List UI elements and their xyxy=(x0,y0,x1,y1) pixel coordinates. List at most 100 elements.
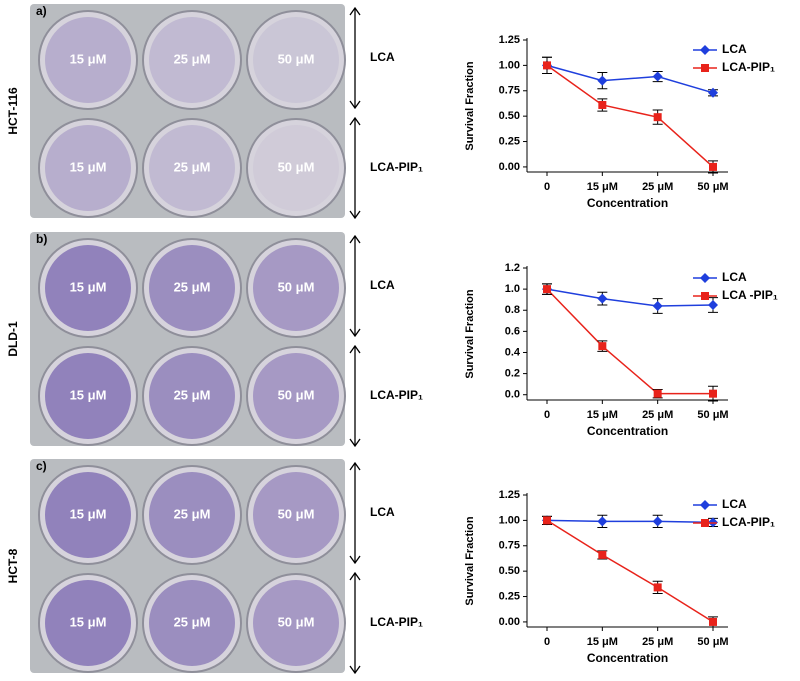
point xyxy=(708,299,718,310)
legend-marker xyxy=(700,273,710,283)
x-tick-label: 0 xyxy=(544,409,550,421)
y-tick-label: 1.25 xyxy=(499,489,520,501)
well-label: 50 μM xyxy=(278,51,315,66)
row-label: LCA xyxy=(370,505,395,519)
stain xyxy=(45,472,131,558)
point xyxy=(598,550,607,559)
x-axis-label: Concentration xyxy=(587,651,668,665)
point xyxy=(543,516,551,525)
well-label: 25 μM xyxy=(174,506,211,521)
y-tick-label: 0.25 xyxy=(499,590,520,602)
stain xyxy=(253,353,339,439)
well-label: 25 μM xyxy=(174,159,211,174)
well xyxy=(142,346,242,446)
y-tick-label: 1.0 xyxy=(505,283,520,295)
y-tick-label: 0.50 xyxy=(499,565,520,577)
well xyxy=(246,238,346,338)
legend-marker xyxy=(701,519,709,527)
stain xyxy=(253,472,339,558)
well xyxy=(142,118,242,218)
x-tick-label: 50 μM xyxy=(697,181,728,193)
cell-line: HCT-8 xyxy=(6,548,20,583)
arrow-head xyxy=(349,116,361,220)
stain xyxy=(149,125,235,211)
stain xyxy=(253,125,339,211)
point xyxy=(543,285,551,294)
stain xyxy=(149,17,235,103)
line xyxy=(546,519,714,524)
well xyxy=(142,10,242,110)
legend-label: LCA -PIP₁ xyxy=(722,288,778,302)
y-tick-label: 0.0 xyxy=(505,389,520,401)
stain xyxy=(149,245,235,331)
well xyxy=(246,346,346,446)
point xyxy=(598,342,607,351)
well-label: 50 μM xyxy=(278,387,315,402)
y-tick-label: 0.75 xyxy=(499,540,520,552)
line xyxy=(546,64,714,168)
well-label: 25 μM xyxy=(174,51,211,66)
y-axis-label: Survival Fraction xyxy=(464,289,476,379)
point xyxy=(652,301,663,312)
stain xyxy=(149,472,235,558)
well-label: 15 μM xyxy=(70,159,107,174)
well xyxy=(246,10,346,110)
well xyxy=(142,573,242,673)
x-tick-label: 15 μM xyxy=(587,636,618,648)
point xyxy=(653,583,662,592)
legend-marker xyxy=(700,500,710,510)
point xyxy=(652,71,663,82)
well-label: 15 μM xyxy=(70,51,107,66)
stain xyxy=(45,125,131,211)
legend-marker xyxy=(700,45,710,55)
well-label: 25 μM xyxy=(174,387,211,402)
x-tick-label: 50 μM xyxy=(697,636,728,648)
arrow-head xyxy=(349,571,361,675)
y-tick-label: 1.00 xyxy=(499,59,520,71)
well xyxy=(246,573,346,673)
legend-marker xyxy=(701,64,709,72)
y-tick-label: 1.00 xyxy=(499,514,520,526)
point xyxy=(708,87,718,98)
row-label: LCA-PIP₁ xyxy=(370,615,423,629)
y-tick-label: 1.2 xyxy=(505,262,520,274)
well-label: 50 μM xyxy=(278,506,315,521)
y-tick-label: 0.75 xyxy=(499,85,520,97)
point xyxy=(598,100,607,109)
panel-letter: a) xyxy=(36,4,47,18)
stain xyxy=(149,580,235,666)
y-tick-label: 0.4 xyxy=(505,346,521,358)
stain xyxy=(149,353,235,439)
cell-line: DLD-1 xyxy=(6,321,20,357)
panel-letter: c) xyxy=(36,459,47,473)
x-tick-label: 25 μM xyxy=(642,409,673,421)
point xyxy=(597,75,608,86)
y-tick-label: 0.8 xyxy=(505,304,520,316)
y-tick-label: 1.25 xyxy=(499,34,520,46)
y-tick-label: 0.00 xyxy=(499,616,520,628)
well xyxy=(142,465,242,565)
line xyxy=(546,288,713,395)
stain xyxy=(253,245,339,331)
line xyxy=(546,519,714,623)
arrow-head xyxy=(349,6,361,110)
y-axis-label: Survival Fraction xyxy=(464,516,476,606)
x-tick-label: 50 μM xyxy=(697,409,728,421)
legend-label: LCA-PIP₁ xyxy=(722,60,775,74)
stain xyxy=(45,580,131,666)
point xyxy=(597,293,608,304)
line xyxy=(546,64,714,94)
x-tick-label: 0 xyxy=(544,636,550,648)
x-tick-label: 25 μM xyxy=(642,636,673,648)
well-label: 50 μM xyxy=(278,614,315,629)
well xyxy=(246,118,346,218)
arrow-head xyxy=(349,461,361,565)
legend-label: LCA-PIP₁ xyxy=(722,515,775,529)
well xyxy=(142,238,242,338)
y-tick-label: 0.2 xyxy=(505,368,520,380)
well-label: 15 μM xyxy=(70,614,107,629)
well-label: 15 μM xyxy=(70,279,107,294)
arrow-head xyxy=(349,234,361,338)
legend-label: LCA xyxy=(722,270,747,284)
